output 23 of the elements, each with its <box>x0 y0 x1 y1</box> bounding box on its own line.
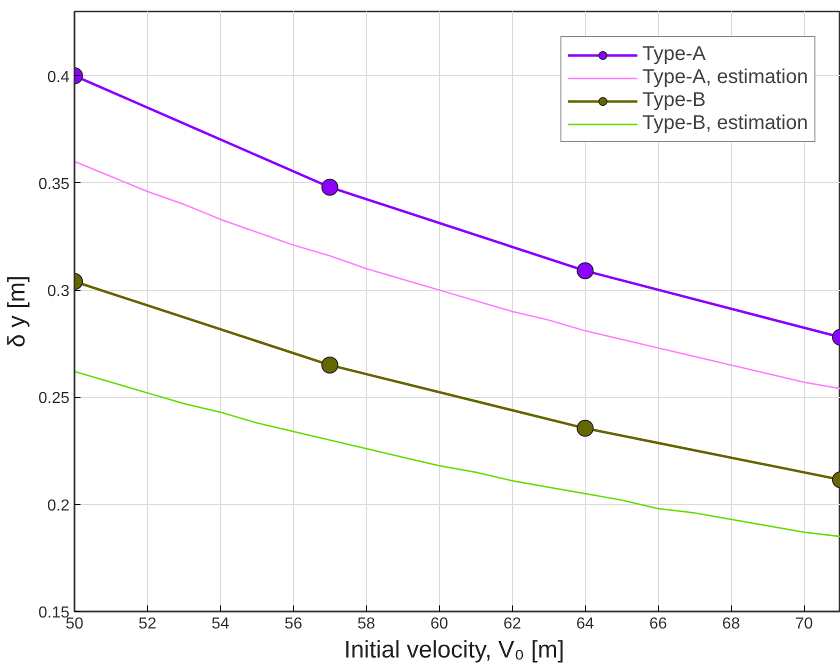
x-tick-label: 56 <box>284 616 302 632</box>
line-series <box>74 370 840 538</box>
line-series <box>74 160 840 390</box>
x-tick-label: 60 <box>430 616 448 632</box>
y-tick-label: 0.3 <box>47 283 70 300</box>
y-tick-label: 0.25 <box>38 390 70 408</box>
x-tick-label: 64 <box>576 616 594 632</box>
y-tick-label: 0.35 <box>38 176 70 193</box>
x-tick-label: 54 <box>212 616 230 632</box>
x-tick-label: 70 <box>795 616 814 632</box>
legend-label: Type-B, estimation <box>642 112 808 135</box>
legend-label: Type-B <box>642 89 706 112</box>
y-axis-title: δ y [m] <box>3 275 30 348</box>
x-tick-label: 58 <box>357 616 376 632</box>
legend-label: Type-A, estimation <box>642 66 808 89</box>
y-tick-label: 0.4 <box>47 68 70 86</box>
legend-label: Type-A <box>642 43 706 66</box>
y-tick-label: 0.2 <box>47 497 70 514</box>
x-tick-label: 52 <box>138 616 156 632</box>
x-axis-title: Initial velocity, V₀ [m] <box>344 636 564 664</box>
x-tick-label: 66 <box>649 616 668 632</box>
x-tick-label: 68 <box>722 616 740 632</box>
x-tick-label: 62 <box>503 616 522 632</box>
